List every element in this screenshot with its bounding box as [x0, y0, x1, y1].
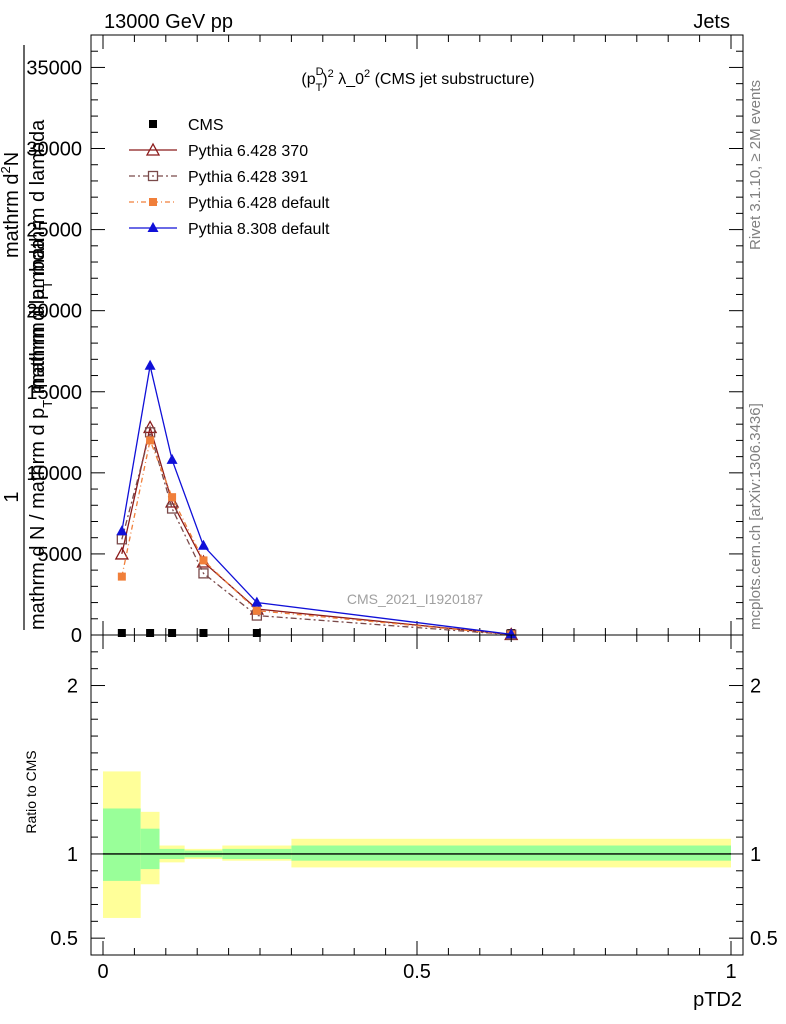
series-point-marker [252, 606, 261, 615]
legend-marker [149, 120, 157, 128]
series-point-marker [166, 503, 178, 514]
chart-title: (pD T)2 λ_02 (CMS jet substructure) [301, 66, 534, 94]
series-line [121, 438, 512, 636]
x-axis-label: pTD2 [693, 989, 742, 1011]
legend-label: Pythia 6.428 391 [188, 169, 308, 186]
series-point-marker [168, 629, 177, 637]
inner-uncertainty-band [103, 808, 141, 881]
y-label-denominator: mathrm d N / mathrm d pT mathrm d lambda [27, 238, 55, 630]
legend-label: Pythia 6.428 370 [188, 143, 308, 160]
series-point-marker [251, 596, 263, 607]
series-point-marker [144, 359, 156, 370]
series-point-marker [166, 453, 178, 464]
ratio-y-tick-label-right: 0.5 [750, 928, 778, 950]
series-point-marker [252, 629, 261, 637]
series-3 [117, 436, 516, 639]
series-0 [117, 629, 516, 637]
legend-entry: Pythia 6.428 391 [129, 169, 308, 186]
series-point-marker [117, 572, 126, 581]
legend-marker [147, 222, 159, 232]
legend-label: CMS [188, 117, 224, 134]
legend-marker [145, 142, 161, 156]
series-2 [116, 427, 517, 640]
y-label-second-denominator: mathrm d pT mathrm d lambda [27, 119, 55, 390]
series-point-marker [164, 494, 180, 508]
y-tick-label: 30000 [26, 139, 82, 161]
series-point-marker [114, 546, 129, 560]
legend-marker [147, 170, 159, 182]
series-point-marker [146, 436, 155, 445]
legend-entry: Pythia 6.428 default [129, 195, 330, 212]
ratio-axis-ticks: 0.5 0.5 1 1 2 2 0 0.5 1 [50, 635, 778, 983]
rivet-label: Rivet 3.1.10, ≥ 2M events [747, 80, 764, 250]
main-y-axis-label: mathrm d N / mathrm d pT mathrm d lambda… [0, 45, 55, 630]
legend-label: Pythia 6.428 default [188, 195, 330, 212]
legend-label: Pythia 8.308 default [188, 221, 330, 238]
series-point-marker [198, 568, 209, 579]
y-tick-label: 35000 [26, 57, 82, 79]
ratio-plot-frame [90, 634, 744, 956]
series-point-marker [143, 420, 158, 434]
main-axis-ticks: 0 5000 10000 15000 20000 25000 30000 35000 [26, 35, 743, 647]
legend-entry: Pythia 8.308 default [129, 221, 330, 238]
ratio-y-tick-label-right: 1 [750, 844, 761, 866]
ratio-y-tick-label: 2 [67, 676, 78, 698]
y-tick-label: 5000 [38, 544, 83, 566]
series-4 [116, 359, 517, 639]
y-tick-label: 0 [71, 625, 82, 647]
series-point-marker [505, 628, 517, 639]
series-point-marker [168, 493, 177, 502]
series-point-marker [199, 556, 208, 565]
y-tick-label: 20000 [26, 301, 82, 323]
x-tick-label: 1 [725, 961, 736, 983]
series-point-marker [116, 525, 128, 536]
analysis-watermark: CMS_2021_I1920187 [347, 591, 483, 607]
y-label-numerator: mathrm d2N [0, 152, 23, 258]
x-tick-label: 0.5 [403, 961, 431, 983]
series-line [121, 429, 512, 636]
y-tick-label: 15000 [26, 382, 82, 404]
ratio-uncertainty-bands [103, 771, 731, 918]
y-tick-label: 25000 [26, 220, 82, 242]
series-point-marker [197, 539, 209, 550]
inner-uncertainty-band [291, 845, 731, 861]
mcplots-label: mcplots.cern.ch [arXiv:1306.3436] [747, 403, 764, 630]
legend-marker [149, 198, 157, 206]
legend: CMS Pythia 6.428 370 Pythia 6.428 391 Pythi… [129, 117, 330, 238]
legend-entry: Pythia 6.428 370 [129, 142, 308, 160]
series-point-marker [117, 629, 126, 637]
jets-label: Jets [693, 11, 730, 33]
y-tick-label: 10000 [26, 463, 82, 485]
energy-label: 13000 GeV pp [104, 11, 233, 33]
ratio-y-tick-label: 1 [67, 844, 78, 866]
ratio-y-tick-label: 0.5 [50, 928, 78, 950]
series-point-marker [199, 629, 208, 637]
series-point-marker [146, 629, 155, 637]
main-data-series [114, 359, 519, 641]
ratio-y-label: Ratio to CMS [23, 750, 39, 833]
legend-entry: CMS [149, 117, 224, 134]
inner-uncertainty-band [140, 828, 160, 870]
series-line [121, 365, 512, 635]
x-tick-label: 0 [97, 961, 108, 983]
y-label-one: 1 [1, 491, 23, 502]
ratio-y-tick-label-right: 2 [750, 676, 761, 698]
